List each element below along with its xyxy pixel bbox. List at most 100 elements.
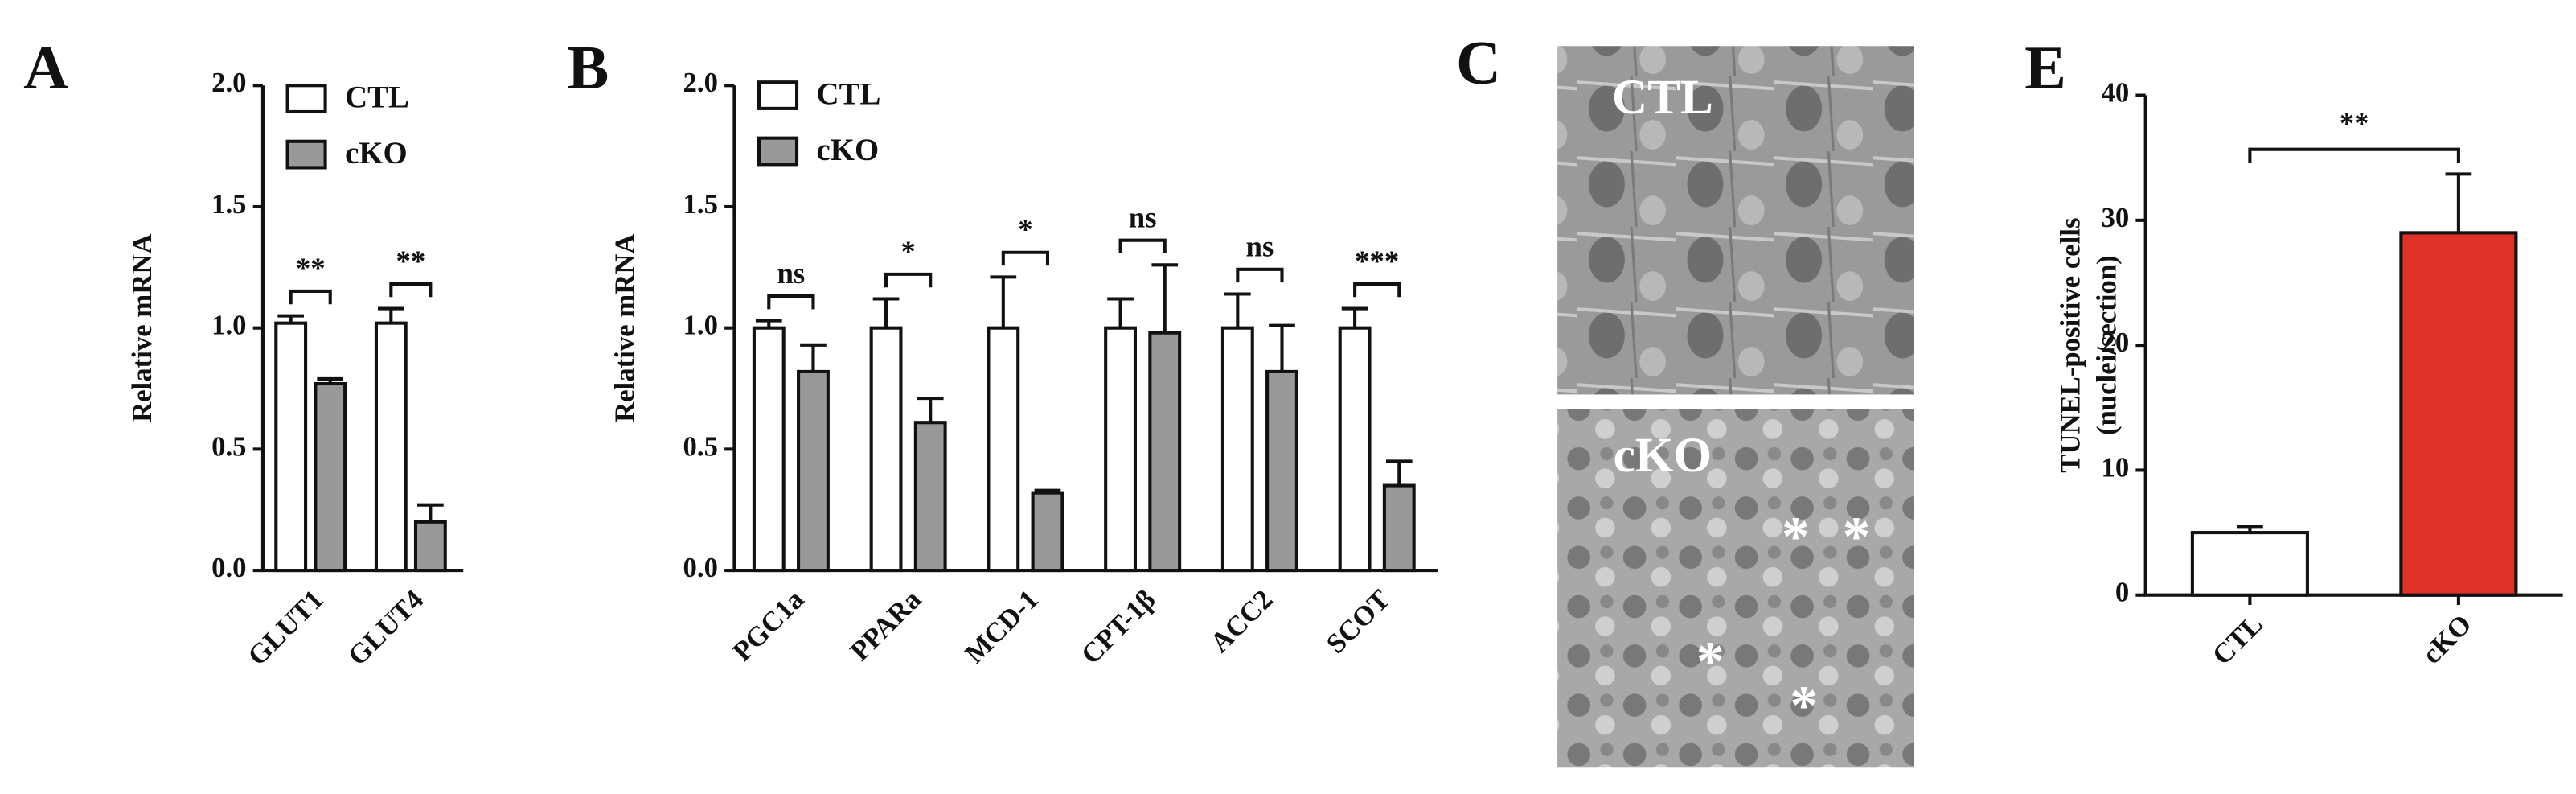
error-bar: [2237, 525, 2263, 533]
error-bar: [917, 397, 944, 423]
marker: *: [1790, 676, 1818, 738]
error-bar: [1107, 297, 1134, 328]
significance-label: ns: [1129, 201, 1157, 234]
significance-bracket: [2248, 147, 2460, 163]
bar: [1220, 326, 1254, 573]
y-tick-label: 2.0: [211, 67, 246, 98]
bar: [413, 520, 447, 573]
bar: [797, 369, 830, 573]
y-tick-label: 2.0: [683, 67, 718, 98]
error-bar: [417, 503, 444, 522]
significance-label: *: [1018, 213, 1032, 246]
significance-bracket: [289, 289, 332, 305]
error-bar: [1385, 459, 1413, 486]
bar: [1338, 326, 1372, 573]
image-label: cKO: [1614, 428, 1713, 483]
x-tick-label: ACC2: [1204, 583, 1278, 658]
legend-label: cKO: [817, 133, 880, 167]
y-tick-label: 0.5: [211, 430, 246, 462]
y-tick-label: 1.0: [211, 310, 246, 341]
significance-label: **: [2340, 107, 2369, 140]
micrograph: [1557, 46, 1914, 395]
significance-label: **: [396, 245, 425, 278]
y-tick-label: 0: [2115, 577, 2129, 608]
legend-swatch: [285, 139, 327, 170]
x-tick-label: PGC1a: [726, 583, 810, 667]
error-bar: [277, 314, 305, 323]
significance-bracket: [767, 294, 815, 310]
error-bar: [317, 376, 344, 384]
y-tick-label: 10: [2101, 451, 2129, 483]
error-bar: [800, 343, 827, 372]
panel-label: B: [568, 33, 609, 102]
legend-label: CTL: [817, 76, 881, 111]
error-bar: [1151, 263, 1179, 333]
error-bar: [1341, 306, 1368, 328]
x-tick-label: CTL: [2206, 608, 2269, 671]
legend-label: cKO: [345, 136, 408, 171]
panel-label: E: [2024, 33, 2066, 102]
y-tick-label: 30: [2101, 202, 2129, 233]
y-axis-label: TUNEL-positive cells: [2055, 217, 2086, 472]
y-tick-label: 40: [2101, 77, 2129, 109]
x-tick-label: GLUT4: [342, 583, 429, 671]
bar: [987, 326, 1020, 573]
bar: [274, 321, 308, 573]
y-tick-label: 0.0: [683, 552, 718, 583]
error-bar: [755, 319, 782, 328]
y-tick-label: 1.5: [683, 188, 718, 220]
x-tick-label: cKO: [2416, 608, 2478, 670]
error-bar: [872, 297, 900, 328]
significance-label: ns: [1246, 230, 1274, 263]
significance-bracket: [884, 272, 933, 288]
micrograph: [1557, 409, 1914, 768]
error-bar: [1034, 488, 1061, 493]
significance-bracket: [1001, 250, 1050, 266]
legend-swatch: [757, 136, 799, 167]
bar: [1031, 491, 1064, 573]
bar: [374, 321, 408, 573]
legend-label: CTL: [345, 80, 409, 115]
x-tick-label: MCD-1: [958, 583, 1044, 669]
significance-bracket: [1118, 238, 1167, 254]
marker: *: [1782, 506, 1810, 568]
marker: *: [1696, 631, 1725, 693]
marker: *: [1843, 506, 1871, 568]
error-bar: [377, 306, 404, 323]
bar: [913, 421, 947, 573]
error-bar: [2445, 172, 2472, 233]
x-tick-label: PPARa: [844, 583, 927, 666]
error-bar: [1269, 323, 1295, 372]
significance-label: ns: [777, 257, 805, 290]
bar: [1104, 326, 1138, 573]
bar: [314, 381, 347, 573]
bar: [869, 326, 903, 573]
error-bar: [1224, 292, 1251, 328]
significance-label: **: [296, 252, 326, 285]
x-tick-label: CPT-1β: [1075, 583, 1162, 670]
significance-bracket: [1353, 282, 1401, 298]
panel-c: C: [1456, 28, 1914, 768]
bar: [2399, 231, 2518, 597]
panel-label: A: [23, 33, 68, 102]
y-axis-label: Relative mRNA: [126, 234, 158, 422]
y-tick-label: 1.5: [211, 188, 246, 220]
x-tick-label: SCOT: [1320, 583, 1396, 659]
significance-label: ***: [1355, 245, 1399, 278]
bar: [1265, 369, 1298, 573]
significance-label: *: [900, 235, 915, 268]
x-tick-label: GLUT1: [241, 583, 329, 671]
y-tick-label: 20: [2101, 327, 2129, 358]
error-bar: [990, 275, 1017, 328]
significance-bracket: [1236, 267, 1284, 283]
y-tick-label: 0.0: [211, 552, 246, 583]
bar: [752, 326, 786, 573]
bar: [1382, 483, 1416, 573]
y-tick-label: 1.0: [683, 310, 718, 341]
legend-swatch: [757, 80, 799, 110]
y-axis-label: (nuclei/section): [2091, 255, 2123, 435]
significance-bracket: [389, 282, 433, 298]
y-tick-label: 0.5: [683, 430, 718, 462]
bar: [1148, 331, 1182, 573]
